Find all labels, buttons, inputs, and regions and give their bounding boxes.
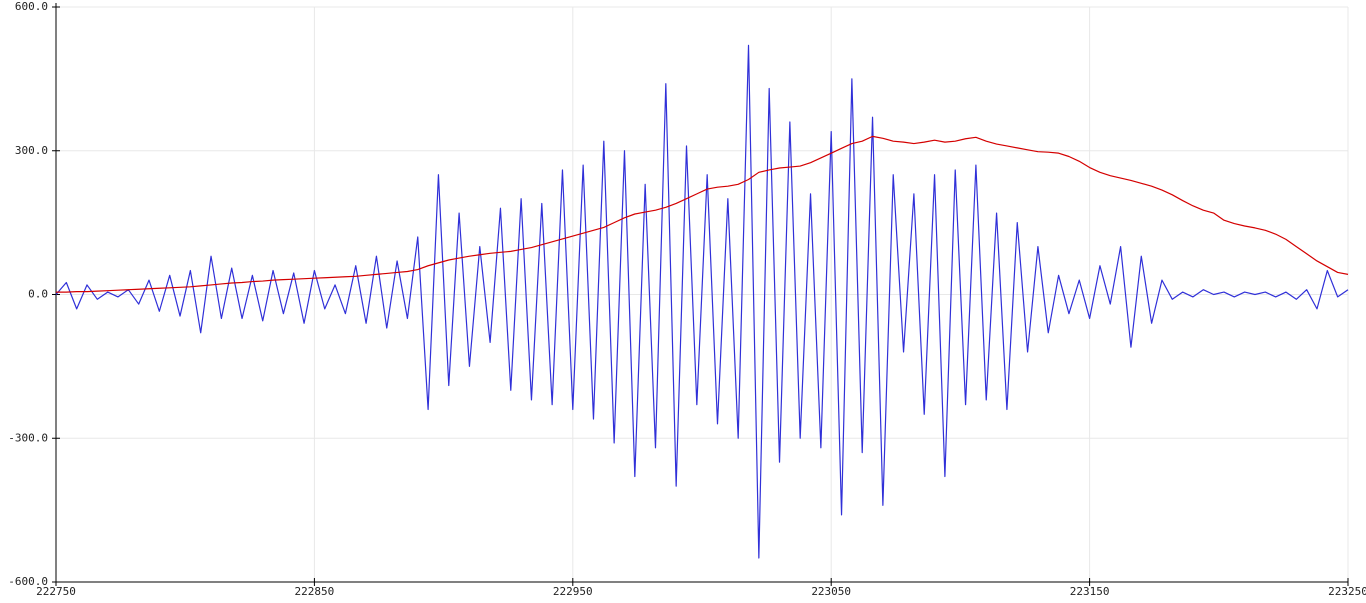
x-tick-label: 223050 xyxy=(811,585,851,598)
x-tick-label: 223250 xyxy=(1328,585,1366,598)
x-tick-label: 223150 xyxy=(1070,585,1110,598)
x-tick-label: 222950 xyxy=(553,585,593,598)
data-line xyxy=(56,135,1349,293)
data-line xyxy=(55,44,1349,559)
y-tick-label: 300.0 xyxy=(15,144,48,157)
y-tick-label: -300.0 xyxy=(8,431,48,444)
x-tick-label: 222850 xyxy=(295,585,335,598)
y-tick-label: -600.0 xyxy=(8,575,48,588)
y-tick-label: 600.0 xyxy=(15,0,48,13)
y-tick-label: 0.0 xyxy=(28,288,48,301)
x-tick-label: 222750 xyxy=(36,585,76,598)
